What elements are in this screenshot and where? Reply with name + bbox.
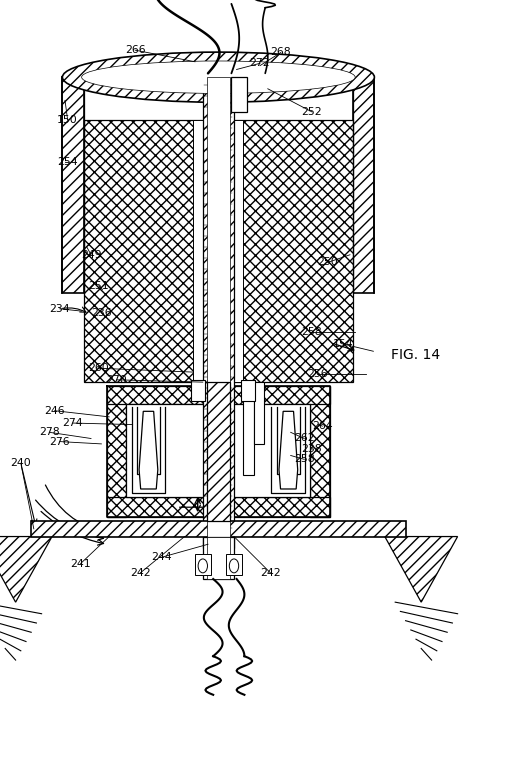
Bar [207, 537, 230, 579]
Polygon shape [385, 537, 458, 602]
Bar [195, 554, 211, 575]
Text: 236: 236 [91, 308, 112, 317]
Text: 244: 244 [151, 553, 172, 562]
Bar [254, 382, 264, 444]
Text: 249: 249 [81, 250, 101, 259]
Bar [203, 537, 234, 579]
Text: 240: 240 [10, 459, 31, 468]
Bar [107, 386, 330, 404]
Bar [234, 120, 240, 382]
Bar [126, 404, 310, 496]
Text: FIG. 14: FIG. 14 [392, 348, 440, 362]
Bar [207, 382, 230, 521]
Bar [234, 120, 353, 382]
Bar [197, 120, 203, 382]
Text: 264: 264 [312, 422, 333, 431]
Text: 278: 278 [39, 428, 60, 437]
Text: 258: 258 [294, 455, 315, 464]
Text: 256: 256 [307, 370, 328, 379]
Text: 258: 258 [302, 327, 322, 337]
Ellipse shape [82, 61, 355, 93]
Text: 234: 234 [49, 304, 70, 313]
Text: 270: 270 [107, 375, 127, 384]
Text: 274: 274 [62, 418, 83, 428]
Text: 246: 246 [44, 406, 65, 415]
Text: 150: 150 [57, 115, 78, 124]
Bar [84, 120, 203, 382]
Text: 266: 266 [125, 46, 146, 55]
Polygon shape [0, 537, 52, 602]
Ellipse shape [62, 52, 374, 102]
Bar [203, 77, 234, 548]
Ellipse shape [198, 559, 207, 573]
Bar [191, 380, 205, 401]
Bar [31, 521, 406, 537]
Bar [226, 554, 242, 575]
Ellipse shape [229, 559, 239, 573]
Bar [243, 382, 254, 475]
Text: 268: 268 [270, 48, 291, 57]
Text: 251: 251 [88, 281, 109, 290]
Bar [107, 496, 330, 517]
Text: 238: 238 [302, 445, 322, 454]
Bar [310, 386, 330, 517]
Bar [62, 77, 84, 293]
Text: 254: 254 [57, 157, 78, 167]
Text: 154: 154 [333, 339, 354, 348]
Text: 260: 260 [88, 364, 109, 373]
Bar [107, 386, 126, 517]
Bar [353, 77, 374, 293]
Text: 252: 252 [302, 107, 322, 117]
Bar [207, 77, 230, 548]
Text: 272: 272 [250, 59, 270, 68]
Text: 242: 242 [130, 568, 151, 577]
Text: 262: 262 [294, 434, 315, 443]
Polygon shape [139, 411, 158, 489]
Bar [231, 77, 247, 112]
Bar [193, 120, 203, 382]
Bar [234, 120, 243, 382]
Text: 241: 241 [70, 559, 91, 568]
Polygon shape [279, 411, 297, 489]
Text: 250: 250 [317, 258, 338, 267]
Bar [241, 380, 255, 401]
Text: 276: 276 [49, 437, 70, 446]
Text: 242: 242 [260, 568, 281, 577]
